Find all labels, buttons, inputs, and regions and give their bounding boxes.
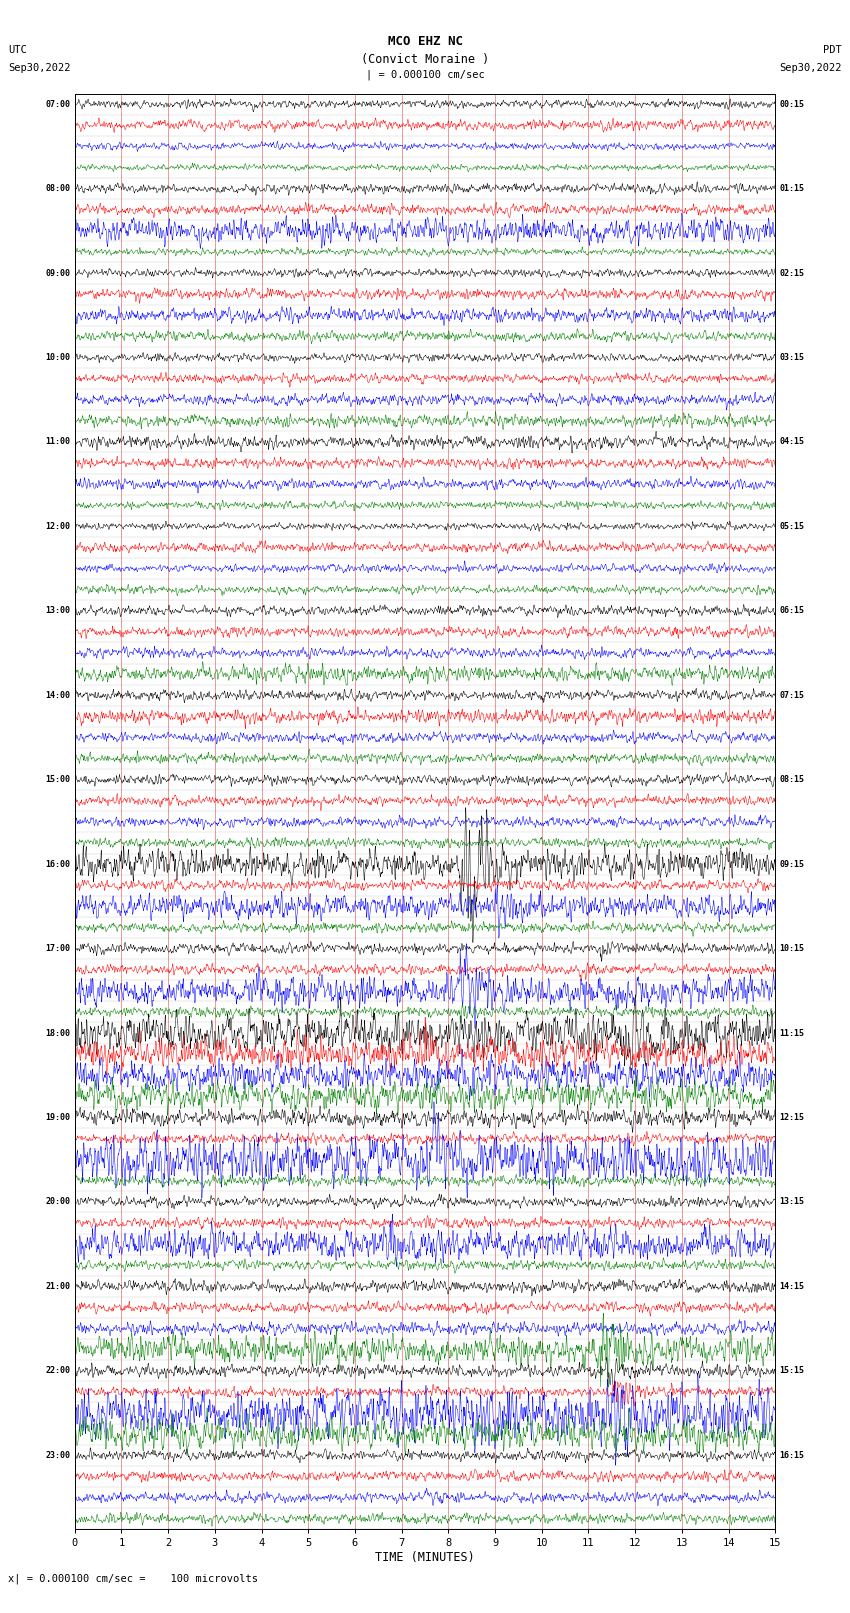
Text: 06:15: 06:15 bbox=[779, 606, 804, 615]
Text: PDT: PDT bbox=[823, 45, 842, 55]
Text: 13:15: 13:15 bbox=[779, 1197, 804, 1207]
Text: 11:00: 11:00 bbox=[46, 437, 71, 447]
Text: Sep30,2022: Sep30,2022 bbox=[8, 63, 71, 73]
Text: 18:00: 18:00 bbox=[46, 1029, 71, 1037]
Text: 01:15: 01:15 bbox=[779, 184, 804, 194]
Text: 03:15: 03:15 bbox=[779, 353, 804, 361]
Text: 12:15: 12:15 bbox=[779, 1113, 804, 1123]
Text: Sep30,2022: Sep30,2022 bbox=[779, 63, 842, 73]
Text: 12:00: 12:00 bbox=[46, 523, 71, 531]
Text: 08:15: 08:15 bbox=[779, 776, 804, 784]
Text: 09:15: 09:15 bbox=[779, 860, 804, 869]
Text: 08:00: 08:00 bbox=[46, 184, 71, 194]
Text: 00:15: 00:15 bbox=[779, 100, 804, 108]
Text: 02:15: 02:15 bbox=[779, 268, 804, 277]
Text: MCO EHZ NC: MCO EHZ NC bbox=[388, 35, 462, 48]
Text: 07:15: 07:15 bbox=[779, 690, 804, 700]
Text: 16:15: 16:15 bbox=[779, 1450, 804, 1460]
Text: 14:00: 14:00 bbox=[46, 690, 71, 700]
Text: 04:15: 04:15 bbox=[779, 437, 804, 447]
Text: 10:15: 10:15 bbox=[779, 944, 804, 953]
Text: (Convict Moraine ): (Convict Moraine ) bbox=[361, 53, 489, 66]
Text: | = 0.000100 cm/sec: | = 0.000100 cm/sec bbox=[366, 69, 484, 81]
Text: 13:00: 13:00 bbox=[46, 606, 71, 615]
Text: x| = 0.000100 cm/sec =    100 microvolts: x| = 0.000100 cm/sec = 100 microvolts bbox=[8, 1573, 258, 1584]
Text: 23:00: 23:00 bbox=[46, 1450, 71, 1460]
Text: UTC: UTC bbox=[8, 45, 27, 55]
Text: 16:00: 16:00 bbox=[46, 860, 71, 869]
Text: 10:00: 10:00 bbox=[46, 353, 71, 361]
Text: 07:00: 07:00 bbox=[46, 100, 71, 108]
Text: 09:00: 09:00 bbox=[46, 268, 71, 277]
Text: 20:00: 20:00 bbox=[46, 1197, 71, 1207]
Text: 21:00: 21:00 bbox=[46, 1282, 71, 1290]
Text: 14:15: 14:15 bbox=[779, 1282, 804, 1290]
Text: 15:15: 15:15 bbox=[779, 1366, 804, 1376]
Text: 19:00: 19:00 bbox=[46, 1113, 71, 1123]
Text: 17:00: 17:00 bbox=[46, 944, 71, 953]
Text: 05:15: 05:15 bbox=[779, 523, 804, 531]
Text: 11:15: 11:15 bbox=[779, 1029, 804, 1037]
X-axis label: TIME (MINUTES): TIME (MINUTES) bbox=[375, 1552, 475, 1565]
Text: 15:00: 15:00 bbox=[46, 776, 71, 784]
Text: 22:00: 22:00 bbox=[46, 1366, 71, 1376]
